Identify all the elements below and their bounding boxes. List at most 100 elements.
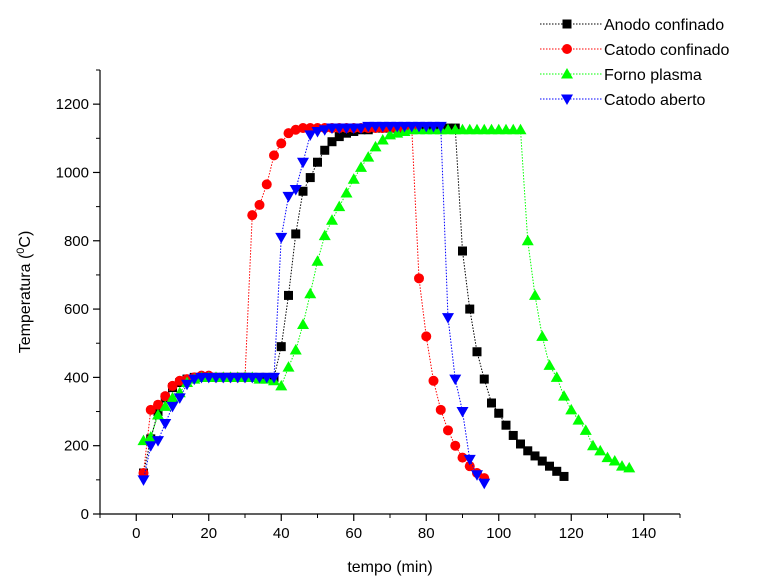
- data-point: [565, 403, 578, 415]
- data-point: [501, 420, 511, 430]
- data-point: [173, 393, 186, 404]
- data-point: [284, 290, 293, 300]
- data-point: [276, 342, 286, 352]
- data-point: [304, 130, 317, 141]
- data-point: [313, 157, 322, 167]
- y-axis-title-unit: C): [17, 231, 34, 248]
- data-point: [552, 466, 562, 476]
- data-point: [579, 424, 592, 435]
- y-tick-label: 200: [64, 438, 89, 455]
- data-point: [311, 126, 324, 138]
- data-point: [545, 461, 554, 471]
- data-point: [297, 157, 309, 169]
- data-point: [166, 401, 179, 413]
- data-point: [291, 229, 301, 239]
- legend-marker: [561, 68, 573, 79]
- data-point: [152, 408, 164, 420]
- data-point: [152, 436, 164, 447]
- data-point: [456, 407, 469, 418]
- data-point: [559, 471, 569, 481]
- data-point: [601, 451, 614, 463]
- y-axis-title: Temperatura (0C): [15, 231, 34, 354]
- data-point: [521, 234, 534, 246]
- data-point: [537, 456, 547, 466]
- legend-label: Catodo aberto: [604, 92, 706, 109]
- data-point: [508, 430, 518, 440]
- data-point: [369, 140, 382, 152]
- data-point: [334, 132, 344, 142]
- legend-item-catodo-aberto: Catodo aberto: [540, 92, 706, 109]
- data-point: [616, 460, 628, 471]
- y-tick-label: 800: [64, 233, 89, 250]
- data-point: [289, 185, 302, 196]
- data-point: [254, 199, 265, 210]
- data-point: [137, 475, 150, 486]
- data-point: [471, 470, 483, 481]
- data-point: [333, 200, 346, 212]
- x-tick-label: 140: [631, 525, 656, 542]
- data-point: [376, 134, 389, 145]
- data-point: [443, 425, 453, 436]
- data-point: [247, 210, 258, 221]
- y-axis-title-main: Temperatura (: [17, 253, 34, 353]
- x-axis-title: tempo (min): [347, 559, 432, 576]
- data-point: [362, 151, 375, 162]
- data-point: [275, 232, 288, 244]
- data-point: [449, 374, 462, 386]
- series-forno-plasma: [137, 123, 636, 473]
- y-tick-label: 400: [64, 369, 89, 386]
- data-point: [442, 313, 454, 324]
- data-point: [160, 391, 171, 402]
- data-point: [320, 145, 330, 155]
- data-point: [529, 289, 541, 300]
- x-tick-label: 20: [200, 525, 217, 542]
- data-point: [276, 138, 287, 149]
- data-point: [479, 374, 489, 384]
- data-point: [608, 455, 621, 466]
- data-point: [167, 380, 178, 391]
- data-point: [269, 150, 279, 161]
- data-point: [289, 344, 302, 355]
- data-point: [414, 273, 424, 284]
- data-point: [297, 318, 309, 329]
- data-point: [311, 255, 324, 266]
- data-point: [458, 246, 467, 256]
- data-point: [587, 439, 599, 451]
- data-point: [298, 186, 308, 196]
- data-point: [530, 451, 540, 461]
- legend-item-catodo-confinado: Catodo confinado: [540, 42, 730, 59]
- data-point: [318, 125, 331, 136]
- data-point: [558, 390, 570, 401]
- y-tick-label: 600: [64, 301, 89, 318]
- data-point: [159, 418, 172, 430]
- x-tick-label: 60: [345, 525, 362, 542]
- x-tick-label: 0: [132, 525, 140, 542]
- data-point: [318, 229, 331, 241]
- data-point: [428, 375, 439, 386]
- y-ticks: 0 200 400 600 800 1000 1200: [56, 69, 100, 523]
- series-catodo-aberto: [137, 121, 491, 490]
- data-point: [282, 361, 295, 372]
- data-point: [181, 379, 193, 391]
- data-point: [340, 186, 353, 198]
- data-point: [572, 414, 585, 425]
- x-tick-label: 40: [273, 525, 290, 542]
- data-point: [347, 173, 360, 184]
- data-point: [536, 330, 549, 341]
- x-ticks: 0 20 40 60 80 100 120 140: [99, 514, 681, 542]
- data-point: [435, 404, 446, 415]
- x-tick-label: 100: [486, 525, 511, 542]
- data-point: [159, 400, 172, 411]
- legend-marker: [561, 94, 573, 105]
- legend-item-anodo-confinado: Anodo confinado: [540, 17, 724, 34]
- data-point: [153, 399, 163, 410]
- y-tick-label: 1200: [56, 96, 89, 113]
- data-point: [463, 454, 476, 466]
- x-tick-label: 80: [418, 525, 435, 542]
- legend-item-forno-plasma: Forno plasma: [540, 67, 702, 84]
- data-point: [594, 444, 607, 456]
- data-point: [543, 359, 556, 370]
- legend-marker: [562, 19, 572, 29]
